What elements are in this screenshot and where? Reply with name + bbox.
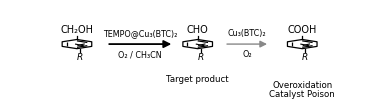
Text: Cu₃(BTC)₂: Cu₃(BTC)₂ (228, 29, 266, 38)
Text: R: R (77, 53, 83, 62)
Text: Target product: Target product (166, 75, 229, 84)
Text: TEMPO@Cu₃(BTC)₂: TEMPO@Cu₃(BTC)₂ (103, 29, 177, 38)
Text: R: R (198, 53, 204, 62)
Text: R: R (302, 53, 309, 62)
Text: CHO: CHO (187, 25, 209, 35)
Text: CH₂OH: CH₂OH (60, 25, 93, 35)
Text: Overoxidation: Overoxidation (272, 81, 332, 90)
Text: O₂ / CH₃CN: O₂ / CH₃CN (119, 50, 162, 59)
Text: Catalyst Poison: Catalyst Poison (269, 90, 335, 99)
Text: O₂: O₂ (242, 50, 252, 59)
Text: COOH: COOH (288, 25, 317, 35)
